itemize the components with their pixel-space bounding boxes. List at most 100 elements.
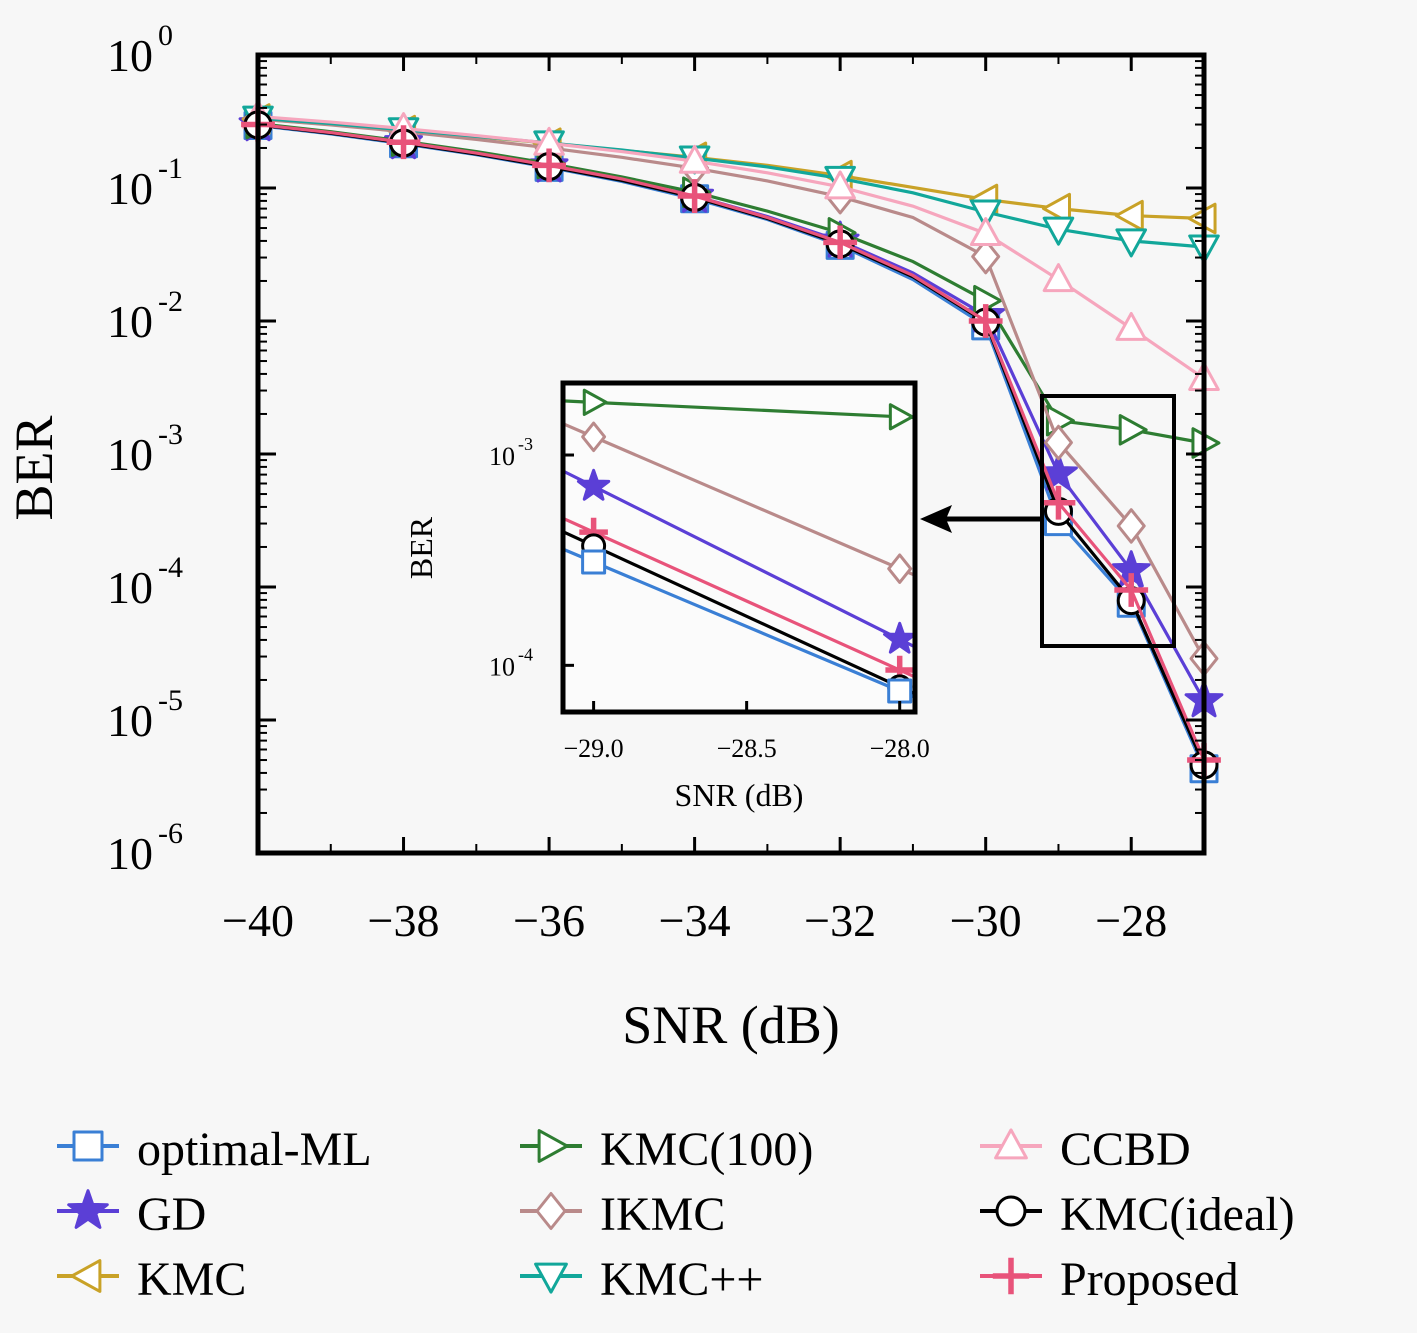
legend-label: KMC(ideal) <box>1060 1188 1295 1241</box>
legend-marker-plus-icon <box>992 1257 1030 1295</box>
legend-marker-square-icon <box>72 1130 104 1162</box>
y-tick-label-exp: -5 <box>158 684 183 717</box>
legend-label: KMC++ <box>600 1253 764 1306</box>
inset-frame <box>560 380 918 715</box>
y-tick-label-exp: -1 <box>158 152 183 185</box>
inset-y-axis-title: BER <box>403 516 439 579</box>
inset-x-tick-label: −28.0 <box>870 734 930 763</box>
data-marker <box>969 217 1002 247</box>
legend-item[interactable]: KMC++ <box>520 1253 764 1306</box>
legend-item[interactable]: optimal-ML <box>57 1123 372 1176</box>
legend-marker-left-triangle-icon <box>70 1259 102 1293</box>
legend-label: KMC <box>137 1253 246 1306</box>
zoom-arrow <box>920 505 1040 533</box>
inset-data-marker <box>888 403 914 431</box>
legend-item[interactable]: KMC <box>57 1253 246 1306</box>
legend-item[interactable]: GD <box>57 1188 206 1241</box>
data-marker <box>532 148 566 183</box>
data-marker <box>968 304 1003 338</box>
y-axis-title: BER <box>4 415 64 520</box>
highlight-box <box>1040 394 1176 648</box>
x-tick-label: −30 <box>950 895 1022 946</box>
legend-marker-up-triangle-icon <box>994 1128 1028 1160</box>
y-tick-label-base: 10 <box>107 695 153 746</box>
legend-marker-diamond-icon <box>535 1192 567 1230</box>
series-kmc <box>241 103 1217 235</box>
x-tick-label: −38 <box>368 895 440 946</box>
inset-data-marker <box>581 549 607 575</box>
y-tick-label-base: 10 <box>107 429 153 480</box>
y-tick-label-base: 10 <box>107 30 153 81</box>
data-marker <box>1041 485 1076 520</box>
y-tick-label: 10 -2 <box>107 285 183 347</box>
data-marker <box>971 238 1001 275</box>
inset-x-axis-title: SNR (dB) <box>675 777 804 813</box>
legend-item[interactable]: KMC(ideal) <box>980 1188 1295 1241</box>
main-plot-series-group <box>238 100 1224 784</box>
inset-series-group <box>562 388 917 704</box>
inset-x-tick-label: −28.5 <box>717 734 777 763</box>
inset-series-optimal-ml <box>562 547 916 704</box>
x-tick-label: −34 <box>659 895 731 946</box>
legend-item[interactable]: CCBD <box>980 1123 1191 1176</box>
legend: optimal-ML KMC(100) CCBD GD IKMC KMC(ideal) KM… <box>57 1123 1295 1306</box>
data-marker <box>677 179 712 213</box>
y-tick-label: 10 -5 <box>107 684 183 746</box>
data-marker <box>1115 311 1148 341</box>
inset-series-gd <box>562 468 917 654</box>
data-marker <box>1115 228 1148 258</box>
x-tick-label: −40 <box>222 895 294 946</box>
y-tick-label: 10 -1 <box>107 152 183 214</box>
x-tick-label: −32 <box>804 895 876 946</box>
inset-y-tick-label-base: 10 <box>489 442 515 471</box>
inset-y-tick-label-base: 10 <box>489 652 515 681</box>
y-tick-label-base: 10 <box>107 163 153 214</box>
y-tick-label-exp: 0 <box>158 19 173 52</box>
y-tick-label-exp: -6 <box>158 817 183 850</box>
data-marker <box>1114 199 1144 232</box>
x-tick-label: −36 <box>513 895 585 946</box>
data-marker <box>823 225 858 260</box>
legend-label: Proposed <box>1060 1253 1239 1306</box>
inset-series-line <box>562 516 916 679</box>
legend-label: CCBD <box>1060 1123 1191 1176</box>
inset-data-marker <box>576 468 611 501</box>
x-axis-title: SNR (dB) <box>622 995 840 1055</box>
inset-x-tick-label: −29.0 <box>564 734 624 763</box>
inset-data-marker <box>581 421 607 453</box>
legend-item[interactable]: IKMC <box>520 1188 725 1241</box>
inset-data-marker <box>883 621 917 654</box>
data-marker <box>969 199 1002 229</box>
data-marker <box>1116 508 1146 544</box>
y-tick-label-exp: -3 <box>158 418 183 451</box>
inset-series-ikmc <box>562 421 916 584</box>
legend-item[interactable]: KMC(100) <box>520 1123 813 1176</box>
data-marker <box>386 125 421 160</box>
y-tick-label: 10 -4 <box>107 551 183 613</box>
data-marker <box>1114 573 1149 607</box>
legend-label: KMC(100) <box>600 1123 813 1176</box>
legend-marker-right-triangle-icon <box>537 1129 569 1163</box>
inset-data-marker <box>582 388 608 416</box>
x-tick-label: −28 <box>1095 895 1167 946</box>
legend-item[interactable]: Proposed <box>980 1253 1239 1306</box>
inset-y-tick-label: 10 -4 <box>489 644 533 681</box>
y-tick-label-base: 10 <box>107 562 153 613</box>
y-tick-label-base: 10 <box>107 296 153 347</box>
data-marker <box>1043 424 1073 461</box>
data-marker <box>1042 263 1075 293</box>
y-tick-label-exp: -2 <box>158 285 183 318</box>
inset-y-tick-label-exp: -4 <box>518 644 533 664</box>
legend-marker-circle-icon <box>995 1195 1027 1227</box>
inset-data-marker <box>887 553 913 584</box>
legend-label: IKMC <box>600 1188 725 1241</box>
y-tick-label: 10 0 <box>107 19 173 81</box>
data-marker <box>824 170 856 200</box>
inset-background <box>563 383 915 712</box>
y-tick-label-base: 10 <box>107 828 153 879</box>
data-marker <box>1042 192 1072 225</box>
